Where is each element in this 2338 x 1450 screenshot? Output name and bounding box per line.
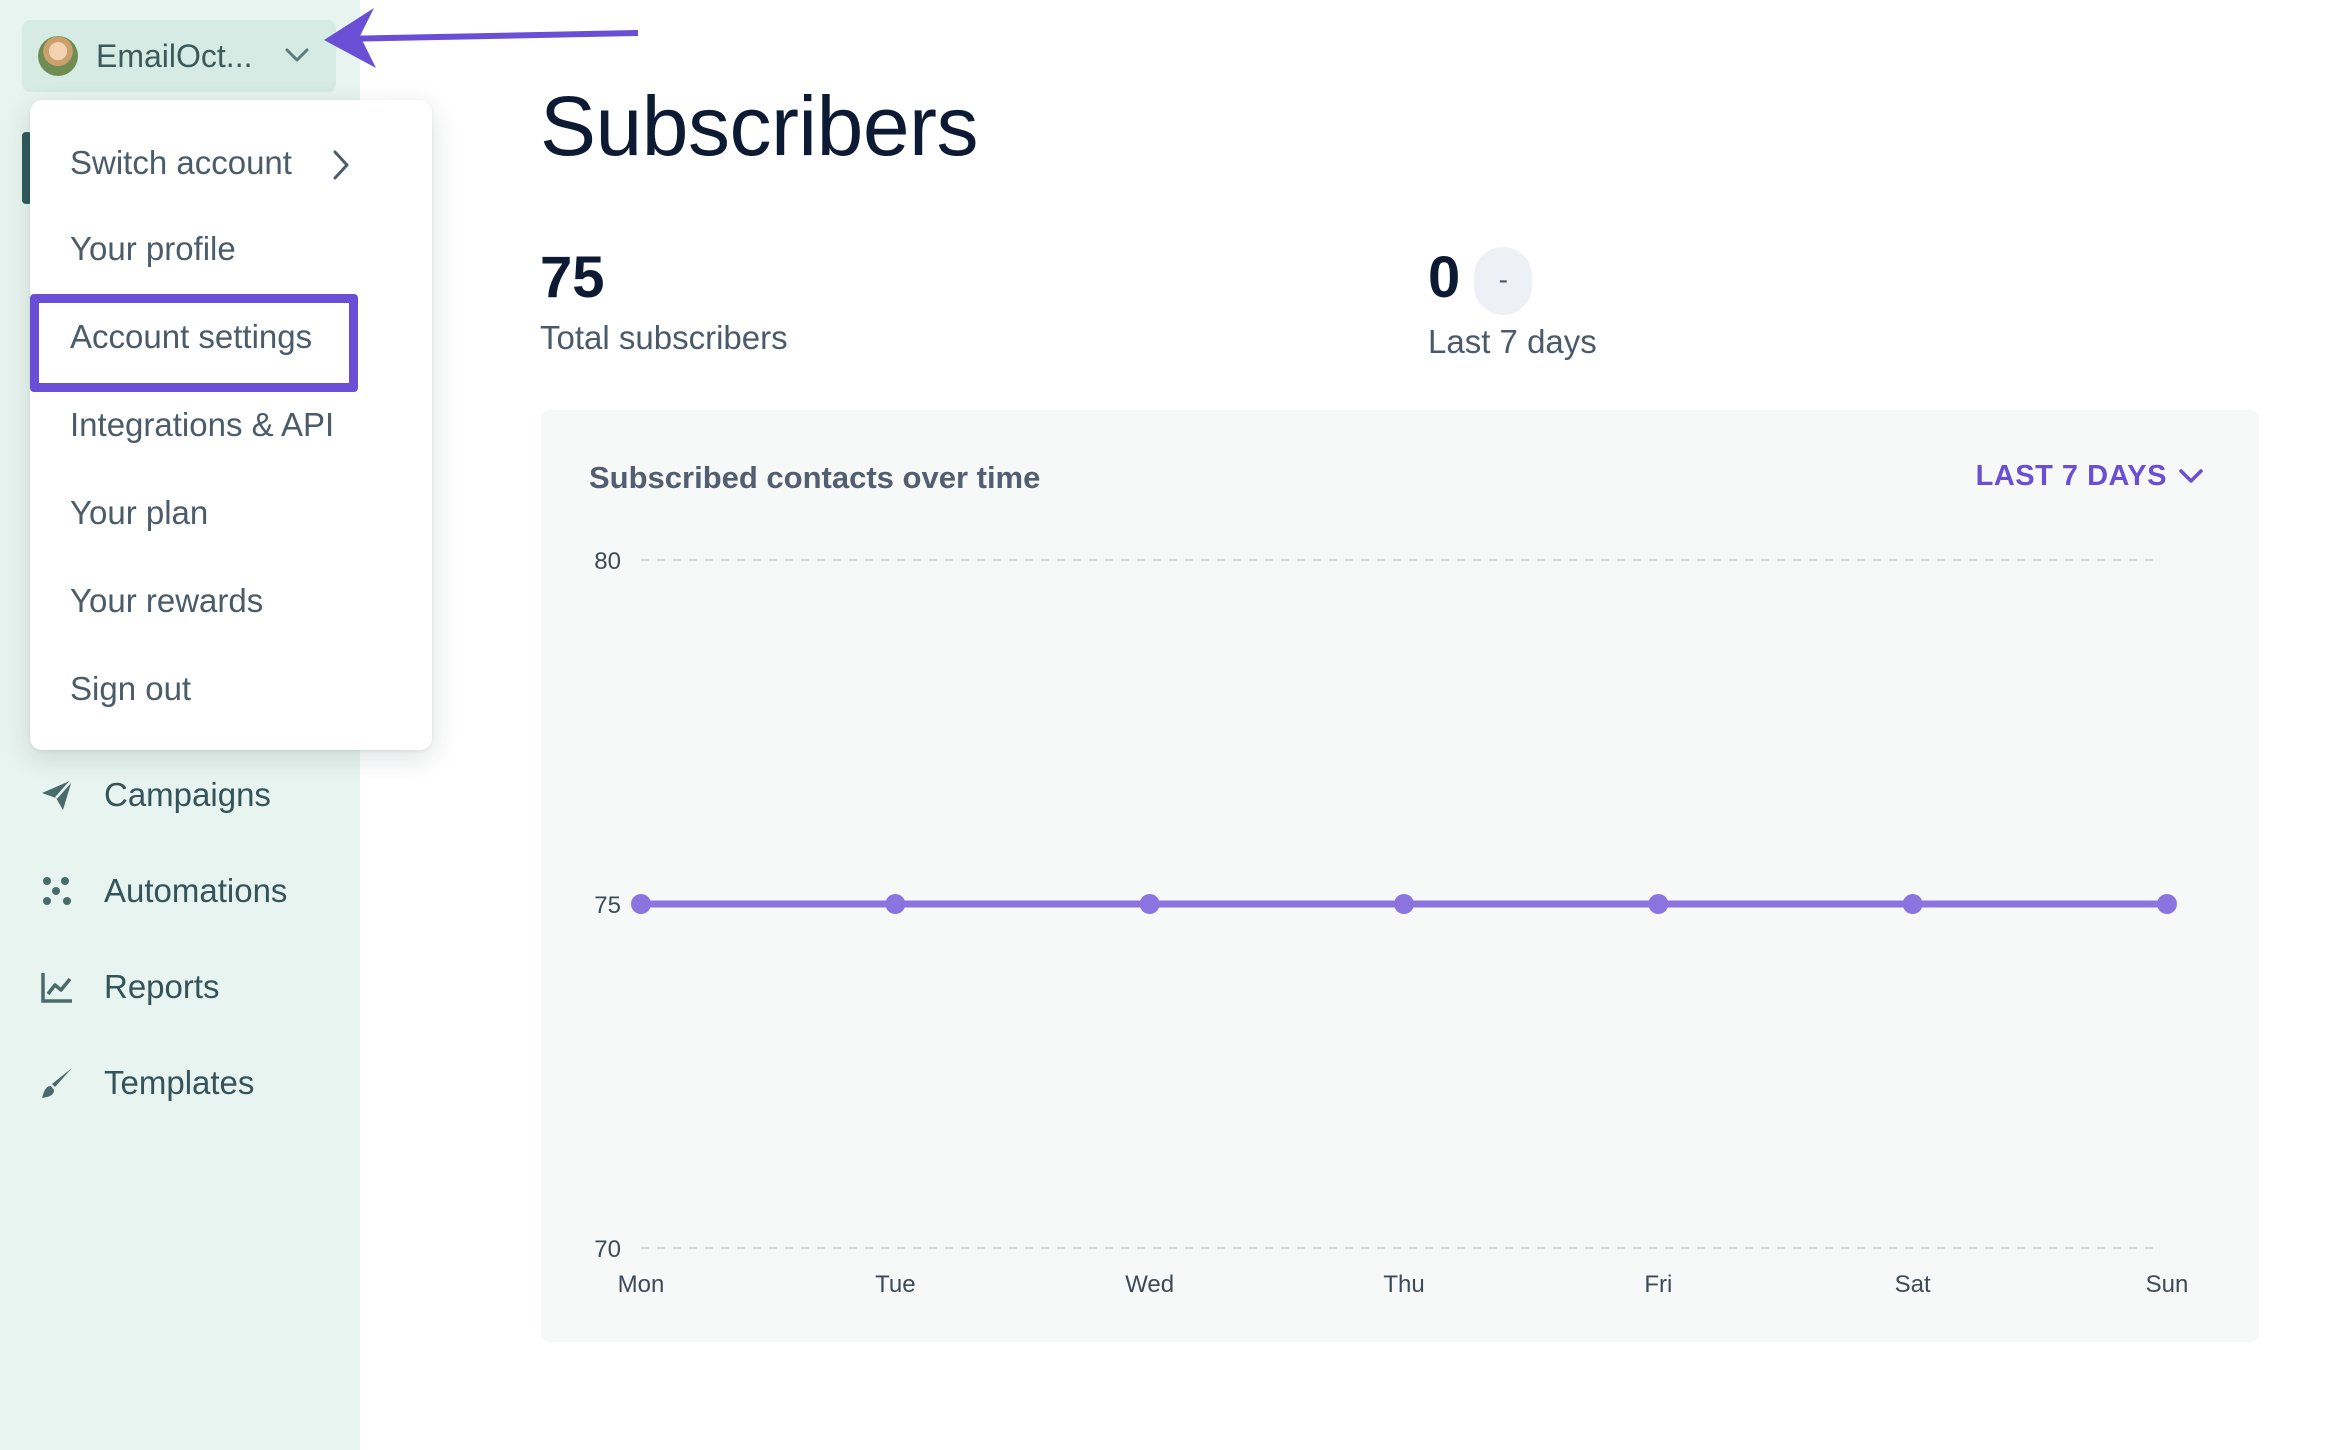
menu-item-sign-out[interactable]: Sign out <box>70 670 191 708</box>
data-point <box>1648 894 1669 914</box>
menu-item-your-profile[interactable]: Your profile <box>70 230 236 268</box>
data-point <box>2157 894 2177 914</box>
x-tick-label: Sat <box>1895 1271 1931 1298</box>
data-point <box>1139 894 1160 914</box>
active-nav-indicator <box>22 132 32 204</box>
sidebar-item-label: Automations <box>104 872 288 909</box>
menu-item-label: Your plan <box>70 494 209 531</box>
stat-last-7-days: 0- Last 7 days <box>1428 244 1597 361</box>
date-range-selector[interactable]: LAST 7 DAYS <box>1976 460 2205 493</box>
menu-item-integrations-api[interactable]: Integrations & API <box>70 406 334 444</box>
account-switcher[interactable]: EmailOct... <box>22 20 336 92</box>
line-chart: 70 75 80 Mon Tue Wed Thu Fri Sat Sun <box>594 548 2189 1298</box>
x-tick-label: Thu <box>1383 1271 1424 1298</box>
y-tick-label: 80 <box>594 548 621 575</box>
menu-item-label: Your rewards <box>70 582 264 619</box>
date-range-label: LAST 7 DAYS <box>1975 460 2167 492</box>
arrow-annotation-icon <box>324 8 638 68</box>
menu-item-label: Your profile <box>70 230 236 267</box>
sidebar-item-campaigns[interactable]: Campaigns <box>38 770 271 820</box>
data-point <box>1902 894 1923 914</box>
stat-value: 0 <box>1428 245 1461 310</box>
stat-value: 75 <box>540 245 605 310</box>
x-tick-label: Mon <box>618 1271 665 1298</box>
menu-item-label: Sign out <box>70 670 192 707</box>
x-tick-label: Tue <box>875 1271 915 1298</box>
automation-icon <box>38 872 76 910</box>
x-tick-label: Wed <box>1125 1271 1174 1298</box>
chart-card: Subscribed contacts over time LAST 7 DAY… <box>541 410 2259 1342</box>
menu-item-label: Integrations & API <box>70 406 335 443</box>
menu-item-your-rewards[interactable]: Your rewards <box>70 582 263 620</box>
menu-item-label: Account settings <box>70 318 313 355</box>
menu-item-switch-account[interactable]: Switch account <box>70 144 351 182</box>
change-badge: - <box>1474 247 1533 315</box>
page-title: Subscribers <box>540 79 979 173</box>
chevron-down-icon <box>285 48 309 62</box>
x-tick-label: Fri <box>1644 1271 1672 1298</box>
sidebar-item-reports[interactable]: Reports <box>38 962 220 1012</box>
stat-label: Last 7 days <box>1428 323 1597 360</box>
stat-label: Total subscribers <box>540 319 788 356</box>
menu-item-your-plan[interactable]: Your plan <box>70 494 208 532</box>
data-point <box>885 894 906 914</box>
sidebar-item-label: Reports <box>104 968 220 1005</box>
sidebar-item-templates[interactable]: Templates <box>38 1058 254 1108</box>
chevron-right-icon <box>333 150 349 180</box>
stat-total-subscribers: 75 Total subscribers <box>540 244 788 357</box>
highlight-annotation <box>30 294 358 392</box>
menu-item-account-settings[interactable]: Account settings <box>70 318 312 356</box>
account-dropdown-menu: Switch account Your profile Account sett… <box>30 100 432 750</box>
y-tick-label: 70 <box>594 1236 621 1263</box>
sidebar-item-automations[interactable]: Automations <box>38 866 287 916</box>
paper-plane-icon <box>38 776 76 814</box>
sidebar-item-label: Campaigns <box>104 776 271 813</box>
y-tick-label: 75 <box>594 892 621 919</box>
chevron-down-icon <box>2179 468 2203 483</box>
avatar <box>38 36 78 76</box>
data-point <box>1394 894 1414 914</box>
chart-title: Subscribed contacts over time <box>589 460 1041 495</box>
x-tick-label: Sun <box>2146 1271 2189 1298</box>
account-name: EmailOct... <box>96 37 253 74</box>
data-point <box>631 894 651 914</box>
brush-icon <box>38 1064 76 1102</box>
chart-icon <box>38 968 76 1006</box>
menu-item-label: Switch account <box>70 144 292 181</box>
sidebar-item-label: Templates <box>104 1064 255 1101</box>
